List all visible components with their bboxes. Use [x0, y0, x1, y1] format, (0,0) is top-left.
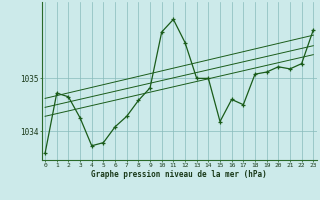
X-axis label: Graphe pression niveau de la mer (hPa): Graphe pression niveau de la mer (hPa): [91, 170, 267, 179]
